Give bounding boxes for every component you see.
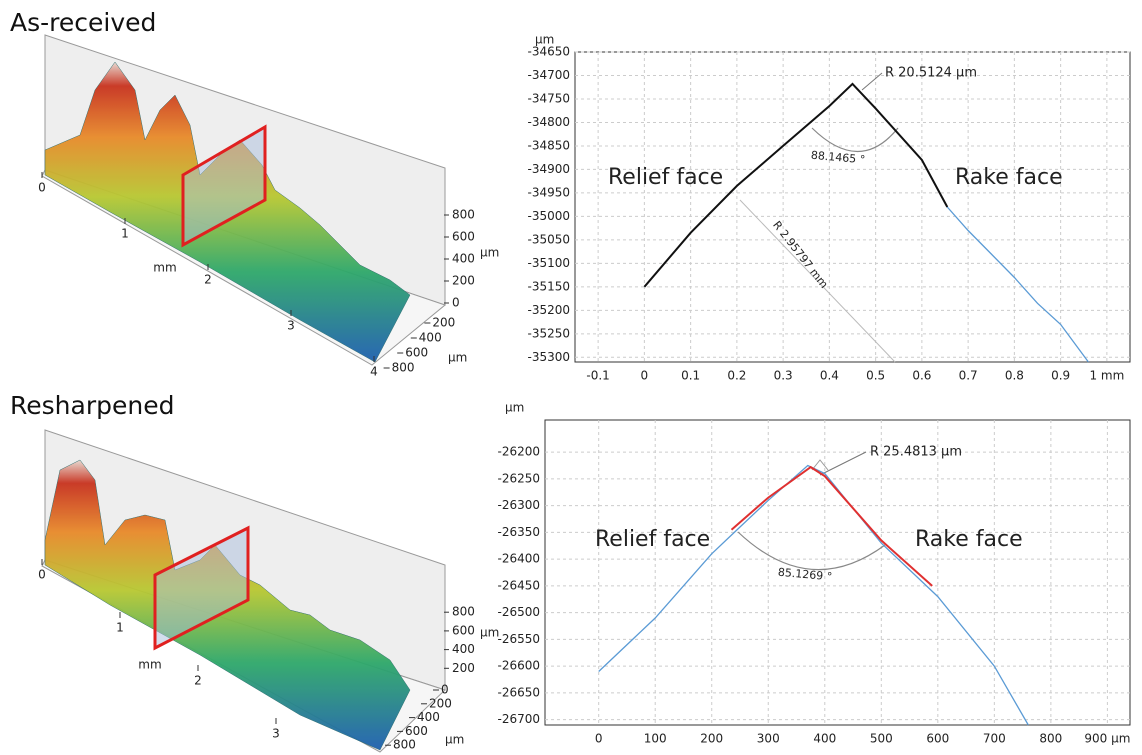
annotation: R 25.4813 µm [870,445,962,460]
y-tick-label: -26700 [497,712,540,726]
x-tick-label: 0.1 [681,369,700,383]
x-tick-label: 100 [644,732,667,746]
depth-tick-label: 800 [392,361,415,375]
x-tick-label: 4 [370,365,378,379]
x-tick-label: 0.8 [1005,369,1024,383]
x-tick-label: 3 [272,727,280,741]
z-axis-label: µm [480,246,499,260]
y-tick-label: -26650 [497,685,540,699]
y-tick-label: -26400 [497,552,540,566]
z-tick-label: 600 [452,623,475,637]
annotation: R 20.5124 µm [885,66,977,81]
z-tick-label: 0 [452,296,460,310]
x-tick-label: 1 mm [1089,369,1124,383]
y-tick-label: -35200 [527,303,570,317]
depth-tick-label: 400 [419,331,442,345]
y-tick-label: -35050 [527,232,570,246]
z-tick-label: 200 [452,274,475,288]
depth-tick-label: 200 [429,696,452,710]
z-tick-label: 200 [452,661,475,675]
y-tick-label: -34850 [527,138,570,152]
y-tick-label: -26300 [497,498,540,512]
x-tick-label: 0 [38,181,46,195]
y-tick-label: -26450 [497,578,540,592]
x-tick-label: 3 [287,319,295,333]
x-tick-label: 0.5 [866,369,885,383]
x-tick-label: 1 [116,621,124,635]
y-tick-label: -35300 [527,350,570,364]
z-tick-label: 400 [452,642,475,656]
depth-tick-label: 0 [441,683,449,697]
x-tick-label: 0 [595,732,603,746]
x-tick-label: 500 [870,732,893,746]
y-tick-label: -35100 [527,256,570,270]
y-tick-label: -26500 [497,605,540,619]
y-tick-label: -26600 [497,659,540,673]
depth-axis-label: µm [448,351,467,365]
x-tick-label: 0.3 [774,369,793,383]
annotation: Rake face [955,165,1063,190]
x-tick-label: 400 [813,732,836,746]
x-tick-label: 800 [1039,732,1062,746]
y-tick-label: -35250 [527,326,570,340]
x-tick-label: 1 [121,227,129,241]
depth-tick-label: 400 [417,710,440,724]
x-tick-label: 0.4 [820,369,839,383]
x-tick-label: 600 [926,732,949,746]
x-tick-label: -0.1 [586,369,609,383]
depth-tick-label: 200 [432,316,455,330]
y-tick-label: -34800 [527,115,570,129]
depth-tick-label: 600 [405,346,428,360]
y-tick-label: -26550 [497,632,540,646]
depth-tick-label: 600 [405,724,428,738]
x-axis-label: mm [153,261,176,275]
annotation: Relief face [595,527,710,552]
y-tick-label: -26350 [497,525,540,539]
y-axis-label: µm [535,33,554,47]
y-tick-label: -26250 [497,471,540,485]
y-tick-label: -34950 [527,185,570,199]
x-tick-label: 2 [194,674,202,688]
panel-title: As-received [10,8,156,37]
z-tick-label: 600 [452,230,475,244]
x-tick-label: 0.2 [727,369,746,383]
y-tick-label: -34750 [527,91,570,105]
x-tick-label: 900 µm [1084,732,1130,746]
x-tick-label: 200 [700,732,723,746]
x-tick-label: 300 [757,732,780,746]
x-tick-label: 0.7 [959,369,978,383]
x-tick-label: 0.9 [1051,369,1070,383]
y-tick-label: -34900 [527,162,570,176]
y-tick-label: -34700 [527,68,570,82]
panel-title: Resharpened [10,391,174,420]
depth-axis-label: µm [445,733,464,747]
y-tick-label: -35150 [527,279,570,293]
figure: As-received01234mm0200400600800µm2004006… [0,0,1142,755]
annotation: Rake face [915,527,1023,552]
y-tick-label: -34650 [527,45,570,59]
x-tick-label: 0 [641,369,649,383]
x-tick-label: 0 [38,568,46,582]
x-tick-label: 2 [204,273,212,287]
z-tick-label: 800 [452,605,475,619]
x-tick-label: 700 [983,732,1006,746]
x-tick-label: 0.6 [912,369,931,383]
z-axis-label: µm [480,626,499,640]
depth-tick-label: 800 [393,738,416,752]
annotation: Relief face [608,165,723,190]
x-axis-label: mm [138,658,161,672]
y-axis-label: µm [505,401,524,415]
z-tick-label: 400 [452,252,475,266]
z-tick-label: 800 [452,208,475,222]
y-tick-label: -26200 [497,445,540,459]
y-tick-label: -35000 [527,209,570,223]
